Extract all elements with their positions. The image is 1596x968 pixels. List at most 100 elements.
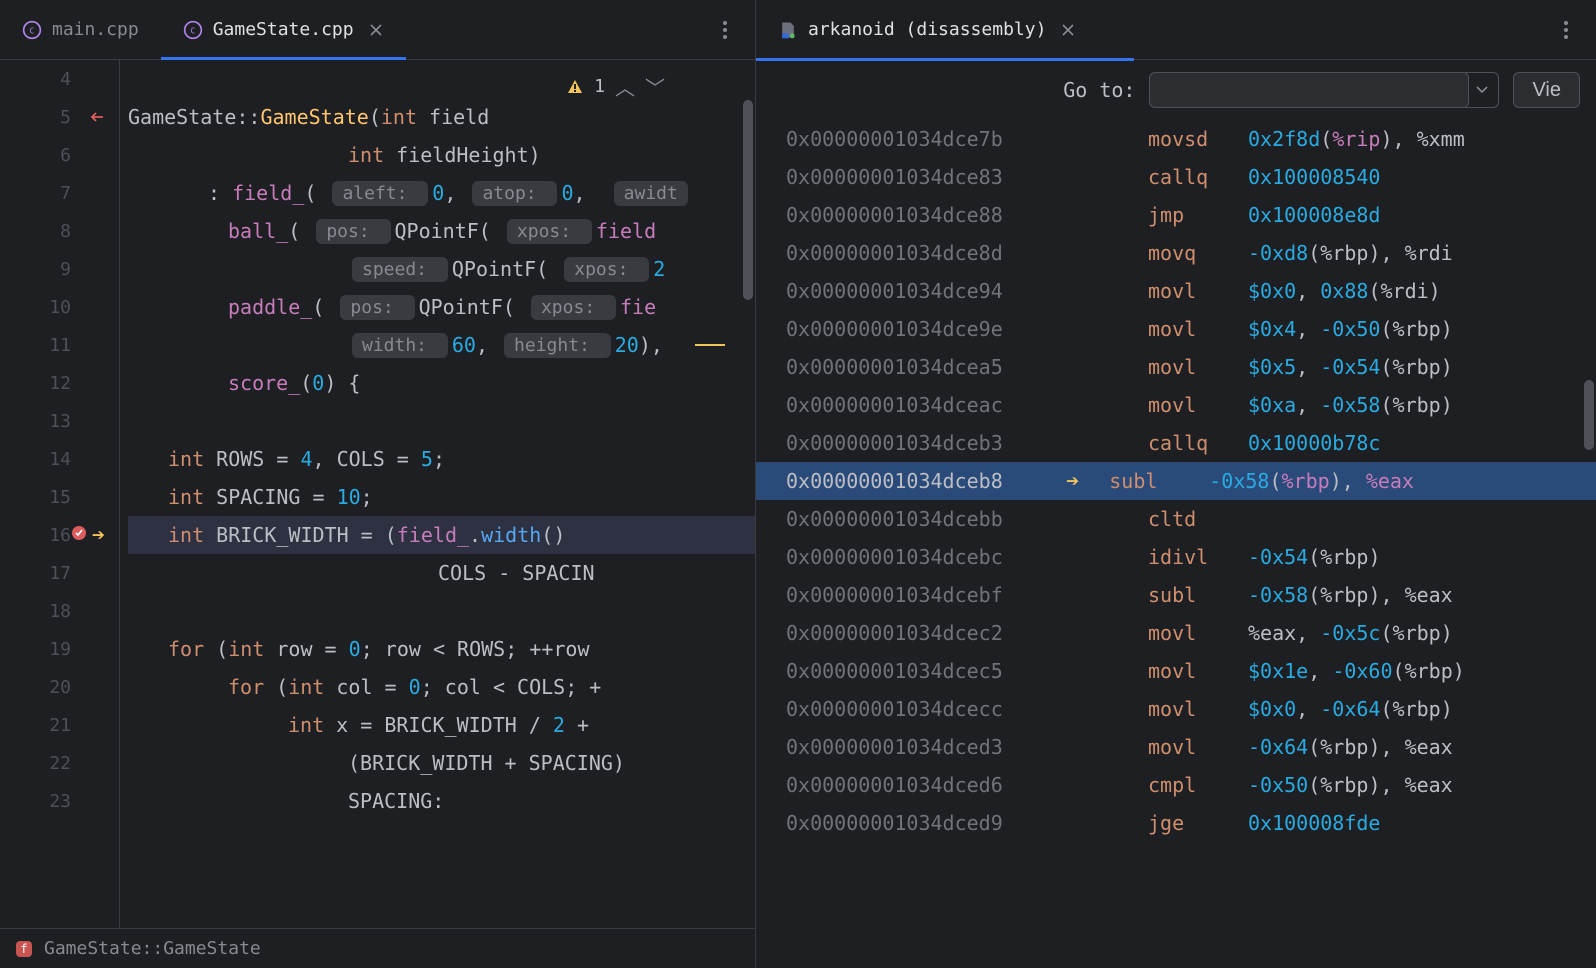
function-icon: f <box>14 939 34 959</box>
inlay-hint: width: <box>352 333 448 358</box>
code-line[interactable]: SPACING: <box>128 782 755 820</box>
code-line[interactable] <box>128 592 755 630</box>
asm-line[interactable]: 0x00000001034dce7bmovsd0x2f8d(%rip), %xm… <box>756 120 1596 158</box>
gutter-row[interactable]: 5 <box>0 98 109 136</box>
view-button[interactable]: Vie <box>1513 72 1580 108</box>
code-line[interactable]: for (int row = 0; row < ROWS; ++row <box>128 630 755 668</box>
gutter-row[interactable]: 22 <box>0 744 109 782</box>
code-text-area[interactable]: GameState::GameState(int fieldint fieldH… <box>120 60 755 928</box>
kebab-menu-icon[interactable] <box>713 18 737 42</box>
tab-label: main.cpp <box>52 19 139 40</box>
breakpoint-icon[interactable] <box>70 524 88 547</box>
gutter-row[interactable]: 12 <box>0 364 109 402</box>
asm-opcode: cmpl <box>1148 773 1248 797</box>
tab-gamestate-cpp[interactable]: C GameState.cpp <box>161 0 406 59</box>
code-line[interactable] <box>128 402 755 440</box>
asm-line[interactable]: 0x00000001034dceb8➔subl-0x58(%rbp), %eax <box>756 462 1596 500</box>
gutter-row[interactable]: 8 <box>0 212 109 250</box>
asm-address: 0x00000001034dcec2 <box>786 621 1066 645</box>
asm-opcode: movl <box>1148 697 1248 721</box>
asm-line[interactable]: 0x00000001034dce9emovl$0x4, -0x50(%rbp) <box>756 310 1596 348</box>
code-line[interactable]: int SPACING = 10; <box>128 478 755 516</box>
code-line[interactable]: ball_( pos: QPointF( xpos: field <box>128 212 755 250</box>
asm-line[interactable]: 0x00000001034dcea5movl$0x5, -0x54(%rbp) <box>756 348 1596 386</box>
asm-line[interactable]: 0x00000001034dce83callq0x100008540 <box>756 158 1596 196</box>
code-line[interactable]: (BRICK_WIDTH + SPACING) <box>128 744 755 782</box>
asm-address: 0x00000001034dced9 <box>786 811 1066 835</box>
asm-line[interactable]: 0x00000001034dce94movl$0x0, 0x88(%rdi) <box>756 272 1596 310</box>
asm-opcode: movl <box>1148 355 1248 379</box>
asm-address: 0x00000001034dcebb <box>786 507 1066 531</box>
gutter-row[interactable]: 23 <box>0 782 109 820</box>
asm-line[interactable]: 0x00000001034dceacmovl$0xa, -0x58(%rbp) <box>756 386 1596 424</box>
asm-opcode: jmp <box>1148 203 1248 227</box>
asm-address: 0x00000001034dce88 <box>786 203 1066 227</box>
asm-line[interactable]: 0x00000001034dcec5movl$0x1e, -0x60(%rbp) <box>756 652 1596 690</box>
asm-line[interactable]: 0x00000001034dced3movl-0x64(%rbp), %eax <box>756 728 1596 766</box>
breadcrumb-text: GameState::GameState <box>44 938 261 959</box>
code-line[interactable]: width: 60, height: 20), <box>128 326 755 364</box>
asm-line[interactable]: 0x00000001034dce88jmp0x100008e8d <box>756 196 1596 234</box>
asm-line[interactable]: 0x00000001034dceb3callq0x10000b78c <box>756 424 1596 462</box>
scrollbar-thumb[interactable] <box>1584 380 1594 450</box>
tab-main-cpp[interactable]: C main.cpp <box>0 0 161 59</box>
warning-icon <box>566 78 584 96</box>
gutter-row[interactable]: 4 <box>0 60 109 98</box>
asm-line[interactable]: 0x00000001034dcebcidivl-0x54(%rbp) <box>756 538 1596 576</box>
gutter-row[interactable]: 20 <box>0 668 109 706</box>
asm-text-area[interactable]: 0x00000001034dce7bmovsd0x2f8d(%rip), %xm… <box>756 120 1596 968</box>
asm-opcode: jge <box>1148 811 1248 835</box>
editor-gutter[interactable]: 45 6 7 8 910111213141516➔ 17 181920212223 <box>0 60 120 928</box>
chevron-down-icon[interactable] <box>645 72 665 101</box>
gutter-row[interactable]: 9 <box>0 250 109 288</box>
gutter-row[interactable]: 6 <box>0 136 109 174</box>
gutter-row[interactable]: 15 <box>0 478 109 516</box>
asm-line[interactable]: 0x00000001034dcebbcltd <box>756 500 1596 538</box>
close-icon[interactable] <box>368 22 384 38</box>
editor-pane: C main.cpp C GameState.cpp 1 45678910111… <box>0 0 756 968</box>
line-number: 6 <box>60 145 71 166</box>
goto-dropdown-icon[interactable] <box>1465 72 1499 108</box>
cpp-icon: C <box>183 20 203 40</box>
asm-line[interactable]: 0x00000001034dce8dmovq-0xd8(%rbp), %rdi <box>756 234 1596 272</box>
chevron-up-icon[interactable] <box>615 72 635 101</box>
code-line[interactable]: int BRICK_WIDTH = (field_.width() <box>128 516 755 554</box>
kebab-menu-icon[interactable] <box>1554 18 1578 42</box>
gutter-row[interactable]: 7 <box>0 174 109 212</box>
gutter-row[interactable]: 19 <box>0 630 109 668</box>
execution-arrow-icon: ➔ <box>92 523 105 548</box>
tab-disassembly[interactable]: arkanoid (disassembly) <box>756 0 1098 59</box>
code-editor[interactable]: 1 45 6 7 8 910111213141516➔ 17 181920212223 Ga… <box>0 60 755 928</box>
code-line[interactable]: int fieldHeight) <box>128 136 755 174</box>
inlay-hint: pos: <box>340 295 414 320</box>
asm-file-icon <box>778 20 798 40</box>
asm-line[interactable]: 0x00000001034dceccmovl$0x0, -0x64(%rbp) <box>756 690 1596 728</box>
line-number: 17 <box>49 563 71 584</box>
code-line[interactable]: : field_( aleft: 0, atop: 0, awidt <box>128 174 755 212</box>
gutter-row[interactable]: 16➔ <box>0 516 109 554</box>
code-line[interactable]: int x = BRICK_WIDTH / 2 + <box>128 706 755 744</box>
code-line[interactable]: COLS - SPACIN <box>128 554 755 592</box>
asm-line[interactable]: 0x00000001034dced6cmpl-0x50(%rbp), %eax <box>756 766 1596 804</box>
gutter-row[interactable]: 17 <box>0 554 109 592</box>
gutter-row[interactable]: 14 <box>0 440 109 478</box>
breadcrumb[interactable]: f GameState::GameState <box>0 928 755 968</box>
close-icon[interactable] <box>1060 22 1076 38</box>
goto-input[interactable] <box>1149 72 1469 108</box>
code-line[interactable]: int ROWS = 4, COLS = 5; <box>128 440 755 478</box>
line-number: 8 <box>60 221 71 242</box>
asm-line[interactable]: 0x00000001034dcec2movl%eax, -0x5c(%rbp) <box>756 614 1596 652</box>
gutter-row[interactable]: 10 <box>0 288 109 326</box>
code-line[interactable]: paddle_( pos: QPointF( xpos: fie <box>128 288 755 326</box>
gutter-row[interactable]: 11 <box>0 326 109 364</box>
code-line[interactable]: score_(0) { <box>128 364 755 402</box>
gutter-row[interactable]: 21 <box>0 706 109 744</box>
code-line[interactable]: speed: QPointF( xpos: 2 <box>128 250 755 288</box>
gutter-row[interactable]: 13 <box>0 402 109 440</box>
code-line[interactable]: for (int col = 0; col < COLS; + <box>128 668 755 706</box>
asm-line[interactable]: 0x00000001034dcebfsubl-0x58(%rbp), %eax <box>756 576 1596 614</box>
asm-opcode: idivl <box>1148 545 1248 569</box>
gutter-row[interactable]: 18 <box>0 592 109 630</box>
inspection-widget[interactable]: 1 <box>556 68 675 105</box>
asm-line[interactable]: 0x00000001034dced9jge0x100008fde <box>756 804 1596 842</box>
